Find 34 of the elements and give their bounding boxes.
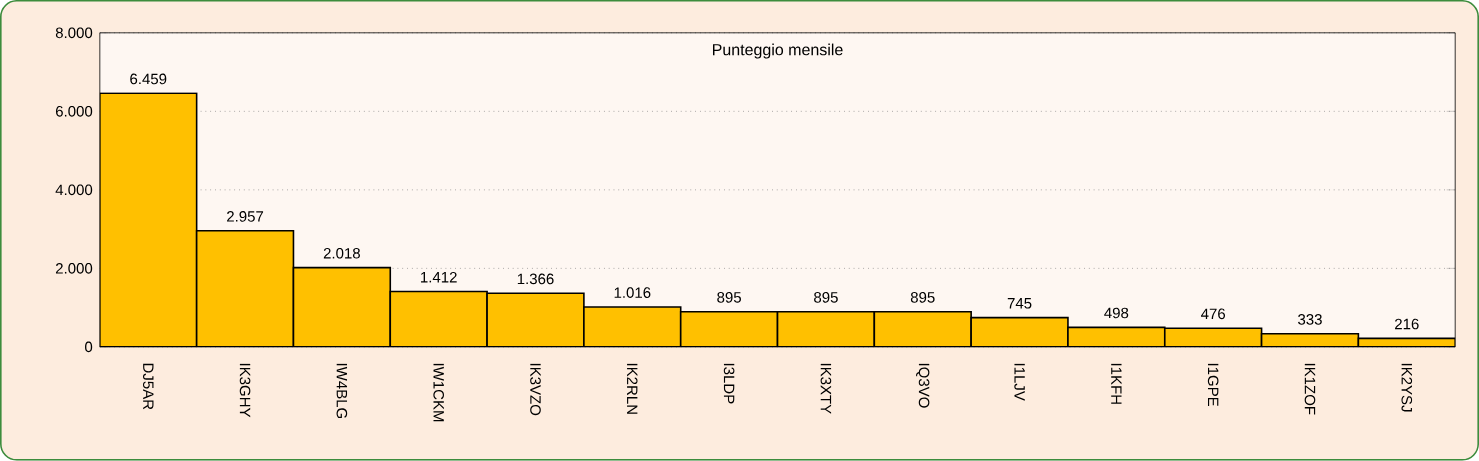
x-tick-label: DJ5AR [143, 363, 154, 410]
x-tick-label: IK1ZOF [1304, 364, 1316, 415]
data-label: 6.459 [130, 73, 167, 85]
y-tick-label: 2.000 [55, 263, 93, 274]
x-tick-label: IW4BLG [336, 364, 348, 419]
x-tick-label: I3LDP [723, 364, 735, 404]
x-tick-label: I1KFH [1111, 364, 1122, 404]
data-label: 895 [910, 292, 935, 303]
y-tick-label: 6.000 [55, 106, 93, 117]
data-label: 895 [717, 292, 741, 303]
data-label: 216 [1395, 318, 1419, 330]
x-tick-label: I1LJV [1014, 364, 1025, 401]
data-label: 1.016 [614, 287, 651, 299]
data-label: 745 [1007, 298, 1032, 309]
data-label: 2.957 [227, 211, 264, 222]
x-tick-label: I1GPE [1207, 364, 1219, 407]
data-label: 498 [1104, 307, 1129, 319]
x-tick-label: IK3GHY [239, 364, 251, 418]
text: Punteggio mensile [713, 43, 843, 59]
data-label: 476 [1201, 308, 1226, 320]
x-tick-label: IK3XTY [820, 364, 832, 414]
y-tick-label: 4.000 [55, 184, 93, 196]
x-tick-label: IK2YSJ [1401, 364, 1413, 412]
data-label: 1.366 [517, 273, 554, 285]
data-label: 2.018 [323, 248, 360, 259]
data-label: 333 [1298, 314, 1322, 325]
x-tick-label: IK2RLN [627, 364, 638, 414]
y-tick-label: 8.000 [55, 27, 93, 39]
x-tick-label: IQ3VO [916, 364, 930, 408]
y-tick-label: 0 [85, 341, 93, 353]
x-tick-label: IK3VZO [530, 364, 541, 416]
data-label: 1.412 [421, 272, 457, 283]
data-label: 895 [814, 292, 838, 303]
x-tick-label: IW1CKM [433, 364, 444, 422]
